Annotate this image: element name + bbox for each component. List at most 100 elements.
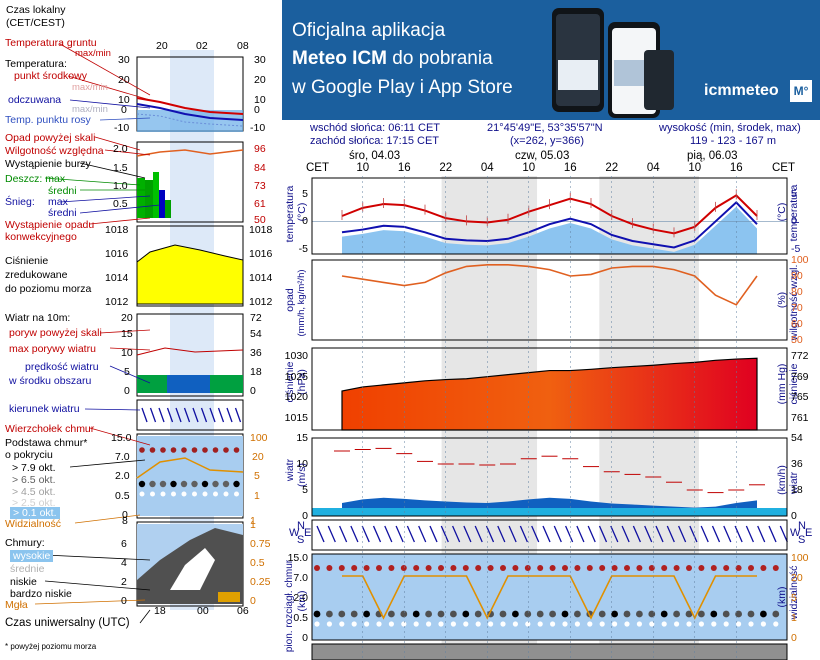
panel-frame-cl2 [311, 643, 788, 660]
mid-minmax: max/min [72, 82, 108, 93]
cloud-base-dot [698, 610, 705, 618]
sunrise: wschód słońca: 06:11 CET [310, 122, 441, 134]
wind-arrow [587, 525, 596, 543]
temp-tick-0: 0 [121, 104, 127, 116]
legend-wind-arrow [217, 407, 225, 423]
cloud-base-light-dot [376, 621, 382, 627]
tick-left: -5 [298, 242, 308, 255]
cloud-top-dot [772, 565, 779, 571]
legend-snow [159, 190, 165, 218]
legend-wind-arrow [234, 407, 242, 423]
wind-dir-label: kierunek wiatru [9, 403, 80, 415]
visibility-tick: 0 [791, 632, 797, 644]
legend-wind-arrow [166, 407, 174, 423]
ground-temp-minmax: max/min [75, 48, 111, 59]
cloud-base-light-dot [500, 621, 506, 627]
cloud-base-dot [574, 610, 581, 618]
temp-tick-30: 30 [118, 54, 130, 66]
cloud-extent-strip [312, 644, 787, 660]
legend-cloud-top-dot [233, 447, 240, 453]
legend-leader-line [104, 149, 151, 156]
wind-tick-5: 5 [124, 366, 130, 378]
meteogram [311, 176, 788, 660]
legend-panel-frame [136, 399, 244, 431]
wind-arrow [565, 525, 574, 543]
cloud-base-dot [648, 610, 656, 618]
wind-arrow [598, 525, 608, 543]
tick-right: 80 [791, 286, 803, 298]
visibility-tick: 20 [791, 572, 803, 584]
dew-point-label: Temp. punktu rosy [5, 114, 91, 126]
visibility-label: Widzialność [5, 518, 62, 530]
cloud-base-dot [549, 610, 556, 618]
compass-s-left: S [297, 534, 305, 546]
very-low-clouds-label: bardzo niskie [10, 588, 72, 600]
cloud-base-light-dot [438, 621, 444, 627]
sunset: zachód słońca: 17:15 CET [310, 135, 440, 147]
panel-frame-wind [311, 437, 788, 517]
tick-left: 1025 [284, 370, 308, 383]
cloud-base-dot [350, 610, 358, 618]
tick-left: 5 [302, 484, 308, 496]
cet-label-right: CET [772, 162, 795, 174]
cloud-base-light-dot [574, 621, 580, 627]
wind-arrow [406, 525, 415, 543]
wind-tick-20: 20 [121, 312, 133, 324]
wind-arrow [463, 525, 472, 543]
storm-label: Wystąpienie burzy [5, 158, 91, 170]
local-time-label: Czas lokalny [6, 4, 66, 16]
cloud-base-light-dot [351, 621, 357, 627]
wind-arrow [452, 525, 461, 543]
wind-axis-unit-right: (km/h) [776, 465, 788, 495]
legend-cloud-base-dot-light [234, 491, 239, 497]
wind-kmh-tick: 54 [791, 432, 803, 444]
wind-tick-r18: 18 [250, 366, 262, 378]
wind-label: Wiatr na 10m: [5, 312, 71, 324]
pressure-label-1: Ciśnienie [5, 255, 49, 267]
legend-cloud-base-dot-light [202, 491, 208, 497]
wind-arrow [666, 525, 675, 543]
wind-arrow [700, 525, 709, 543]
grid-point: (x=262, y=366) [510, 135, 584, 147]
wind-arrow [689, 525, 698, 543]
banner-line-2: Meteo ICM do pobrania [292, 48, 493, 70]
wind-arrow [531, 525, 540, 543]
cloud-top-dot [438, 565, 444, 571]
hum-tick-84: 84 [254, 162, 266, 174]
cloud-base-dot [722, 610, 730, 618]
cloud-base-light-dot [364, 621, 370, 627]
cloud-top-dot [338, 565, 345, 571]
hum-tick-73: 73 [254, 180, 266, 192]
cloud-base-light-dot [649, 621, 655, 627]
cloud-base-dot [685, 610, 693, 618]
legend-dew-area [137, 110, 243, 132]
cloud-base-dot [760, 610, 767, 618]
bottom-tick-00: 00 [197, 605, 209, 617]
max-gust-label: max porywy wiatru [9, 343, 96, 355]
hour-label-04: 04 [480, 162, 494, 174]
cloud-base-light-dot [475, 621, 481, 627]
vis-tick-1: 1 [254, 490, 260, 502]
app-banner[interactable]: Oficjalna aplikacja Meteo ICM do pobrani… [282, 0, 820, 120]
legend-wind-arrow [149, 407, 157, 423]
cloud-base-light-dot [760, 621, 766, 627]
cloud-top-dot [748, 565, 754, 571]
cloud-base-light-dot [413, 621, 419, 627]
cloud-base-tick: 0.5 [293, 612, 308, 624]
phones-illustration [552, 8, 674, 118]
legend-leader-line [59, 43, 151, 96]
hour-label-10: 10 [688, 162, 702, 174]
panel-frame-dir [311, 519, 788, 551]
rain-label: Deszcz: max [5, 173, 66, 185]
tick-left: 1030 [284, 350, 308, 363]
wind-arrow [316, 525, 325, 543]
legend-leader-line [34, 599, 146, 605]
legend-temp-line [136, 97, 244, 115]
legend-cloud-top-dot [149, 447, 156, 453]
vis-tick-20: 20 [252, 451, 264, 463]
banner-brand: Meteo ICM [292, 48, 387, 69]
wind-arrow [621, 525, 630, 543]
legend-leader-line [44, 580, 151, 591]
wind-arrow [553, 525, 562, 543]
base-tick-15: 15.0 [111, 432, 132, 444]
